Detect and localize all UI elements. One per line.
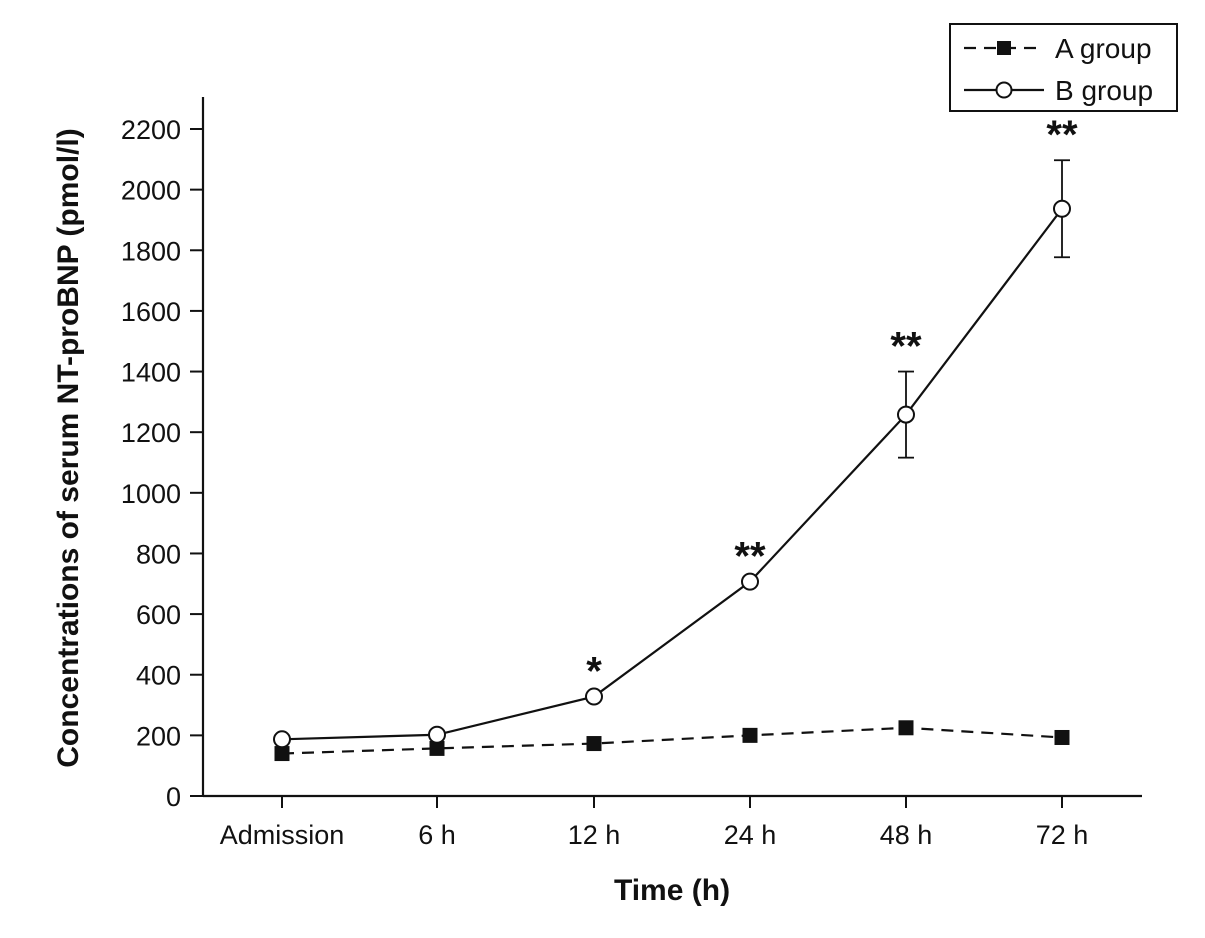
- data-point-a: [898, 720, 914, 736]
- y-tick-label: 1800: [121, 236, 181, 266]
- series-b-line: [281, 208, 1063, 741]
- y-axis-title: Concentrations of serum NT-proBNP (pmol/…: [52, 128, 85, 767]
- y-tick-label: 1000: [121, 479, 181, 509]
- axes: [201, 97, 1142, 798]
- legend-box: [949, 23, 1178, 112]
- significance-label: *: [586, 650, 602, 694]
- y-tick-label: 800: [136, 539, 181, 569]
- y-tick-label: 1400: [121, 358, 181, 388]
- significance-annotations: *******: [586, 113, 1078, 693]
- data-point-a: [429, 740, 445, 756]
- x-tick-label: 72 h: [1036, 820, 1089, 850]
- data-point-b: [273, 730, 291, 749]
- y-tick-label: 600: [136, 600, 181, 630]
- data-point-a: [742, 727, 758, 743]
- x-tick-label: 48 h: [880, 820, 933, 850]
- data-point-b: [1053, 199, 1071, 218]
- x-axis-title: Time (h): [614, 874, 730, 907]
- legend-marker-b: [995, 81, 1013, 99]
- x-ticks: Admission 6 h 12 h 24 h 48 h 72 h: [220, 796, 1089, 850]
- y-tick-label: 0: [166, 782, 181, 812]
- significance-label: **: [734, 535, 766, 579]
- x-tick-label: 6 h: [418, 820, 456, 850]
- series: [273, 159, 1071, 762]
- y-tick-label: 400: [136, 661, 181, 691]
- data-point-b: [897, 405, 915, 424]
- y-tick-label: 1200: [121, 418, 181, 448]
- x-tick-label: Admission: [220, 820, 345, 850]
- y-ticks: 0 200 400 600 800 1000 1200 1400 1600 1800 2000 220…: [121, 115, 203, 812]
- significance-label: **: [890, 325, 922, 369]
- data-point-b: [428, 725, 446, 744]
- data-point-a: [274, 746, 290, 762]
- y-tick-label: 200: [136, 721, 181, 751]
- data-point-b: [741, 572, 759, 591]
- legend: A group B group: [949, 23, 1178, 112]
- data-point-a: [1054, 729, 1070, 745]
- legend-marker-a: [997, 41, 1011, 55]
- y-tick-label: 1600: [121, 297, 181, 327]
- x-tick-label: 24 h: [724, 820, 777, 850]
- data-point-a: [586, 736, 602, 752]
- y-tick-label: 2000: [121, 176, 181, 206]
- legend-label-a: A group: [1055, 33, 1152, 64]
- series-a-line: [281, 726, 1063, 755]
- legend-label-b: B group: [1055, 75, 1153, 106]
- data-point-b: [585, 687, 603, 706]
- x-tick-label: 12 h: [568, 820, 621, 850]
- y-tick-label: 2200: [121, 115, 181, 145]
- significance-label: **: [1046, 113, 1078, 157]
